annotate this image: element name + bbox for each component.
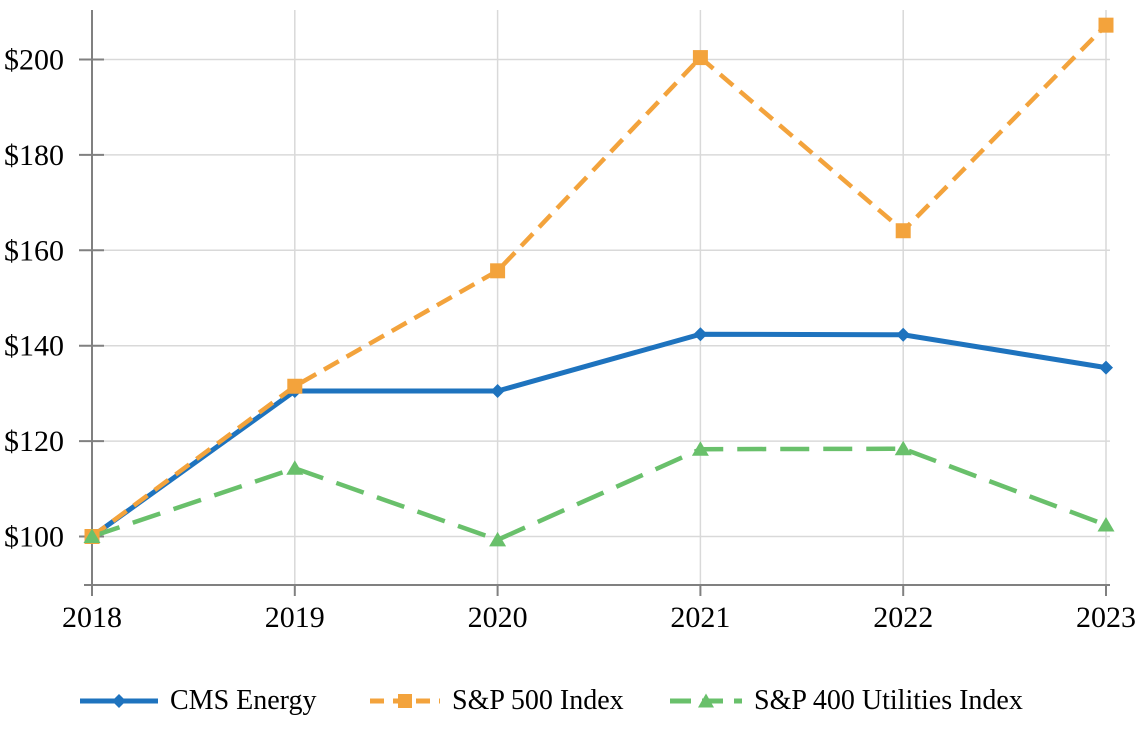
x-axis-tick-label: 2020	[468, 601, 528, 634]
chart-legend: CMS Energy S&P 500 Index S&P 400 Utiliti…	[0, 684, 1136, 718]
y-axis-tick-label: $140	[4, 330, 64, 363]
marker-square	[1098, 17, 1114, 33]
legend-item-sp500-index: S&P 500 Index	[368, 684, 624, 718]
x-axis-tick-label: 2019	[265, 601, 325, 634]
sp500-line-sample-icon	[370, 694, 440, 708]
legend-label-cms-energy: CMS Energy	[170, 685, 317, 716]
y-axis-tick-label: $160	[4, 234, 64, 267]
x-axis-tick-label: 2023	[1076, 601, 1136, 634]
series-line-0	[90, 331, 1107, 539]
series-line-2	[91, 446, 1107, 543]
marker-triangle	[286, 460, 304, 475]
series-line-1	[90, 23, 1108, 539]
sp400-utilities-line-sample-icon	[670, 693, 742, 708]
marker-triangle	[894, 440, 912, 456]
x-axis-tick-label: 2021	[670, 601, 730, 634]
marker-triangle	[691, 441, 709, 456]
y-axis-tick-label: $100	[4, 521, 64, 554]
marker-triangle	[1097, 517, 1115, 532]
marker-square	[490, 263, 506, 279]
marker-square	[692, 50, 708, 66]
legend-label-sp400-utilities-index: S&P 400 Utilities Index	[754, 685, 1023, 716]
legend-label-sp500-index: S&P 500 Index	[452, 685, 624, 716]
legend-item-cms-energy: CMS Energy	[78, 684, 317, 718]
marker-diamond	[693, 327, 708, 342]
x-axis-tick-label: 2018	[62, 601, 122, 634]
total-return-line-chart: $100 $120 $140 $160 $180 $200 2018 2019 2020 2021…	[4, 10, 1136, 634]
marker-square	[895, 223, 911, 239]
marker-triangle	[83, 528, 101, 543]
y-axis-tick-label: $200	[4, 44, 64, 77]
marker-triangle	[489, 531, 507, 547]
cms-energy-line-sample-icon	[80, 694, 158, 708]
marker-diamond	[490, 384, 505, 399]
marker-diamond	[896, 327, 911, 342]
y-axis-tick-label: $180	[4, 139, 64, 172]
marker-diamond	[1099, 360, 1113, 375]
y-axis-tick-label: $120	[4, 425, 64, 458]
x-axis-tick-label: 2022	[873, 601, 933, 634]
marker-square	[287, 378, 303, 394]
legend-item-sp400-utilities-index: S&P 400 Utilities Index	[668, 684, 1023, 718]
